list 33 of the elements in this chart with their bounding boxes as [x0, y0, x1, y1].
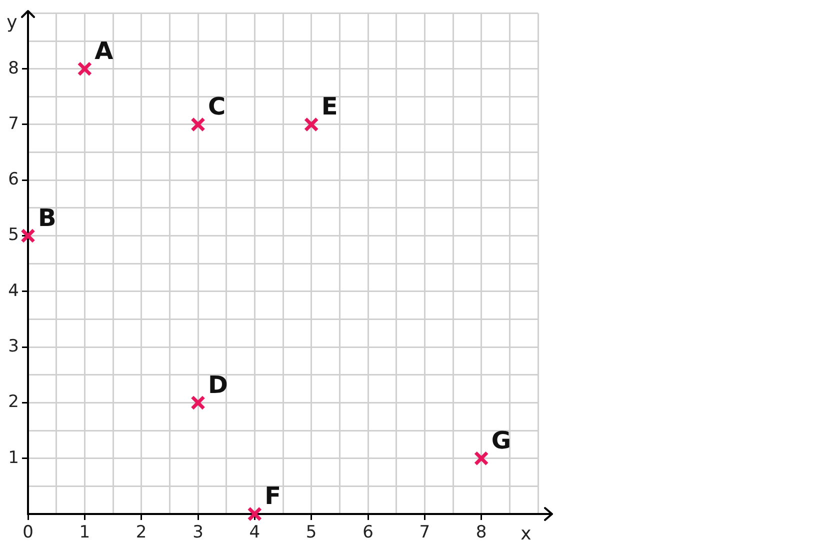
- x-tick-label: 4: [249, 522, 260, 543]
- annotation: A: [94, 37, 114, 66]
- point: [474, 450, 489, 466]
- annotation: F: [264, 482, 282, 510]
- annotation: G: [491, 426, 512, 455]
- x-tick-label: 8: [476, 522, 487, 543]
- annotation: E: [321, 92, 338, 121]
- point: [190, 117, 206, 132]
- y-tick-label: 7: [8, 114, 19, 134]
- point: [190, 395, 206, 410]
- point: [304, 117, 319, 132]
- point: [77, 61, 92, 76]
- annotation: B: [38, 204, 56, 232]
- y-tick-label: 5: [8, 225, 19, 246]
- x-tick-label: 5: [306, 522, 317, 543]
- annotation: C: [208, 92, 226, 121]
- x-tick-label: 3: [192, 522, 204, 543]
- y-tick-label: 8: [8, 58, 19, 78]
- point: [247, 506, 262, 522]
- x-tick-label: 0: [22, 522, 34, 543]
- x-tick-label: 6: [362, 522, 374, 543]
- y-axis-title: y: [6, 12, 18, 33]
- x-tick-label: 2: [136, 522, 147, 543]
- y-tick-label: 4: [8, 280, 19, 301]
- y-tick-label: 3: [8, 336, 19, 356]
- point: [20, 228, 36, 244]
- x-tick-label: 1: [79, 522, 90, 543]
- y-tick-label: 1: [8, 448, 19, 468]
- y-tick-label: 6: [8, 170, 19, 190]
- x-tick-label: 7: [419, 522, 430, 543]
- y-tick-label: 2: [8, 392, 19, 412]
- x-axis-title: x: [520, 524, 532, 545]
- annotation: D: [208, 370, 228, 399]
